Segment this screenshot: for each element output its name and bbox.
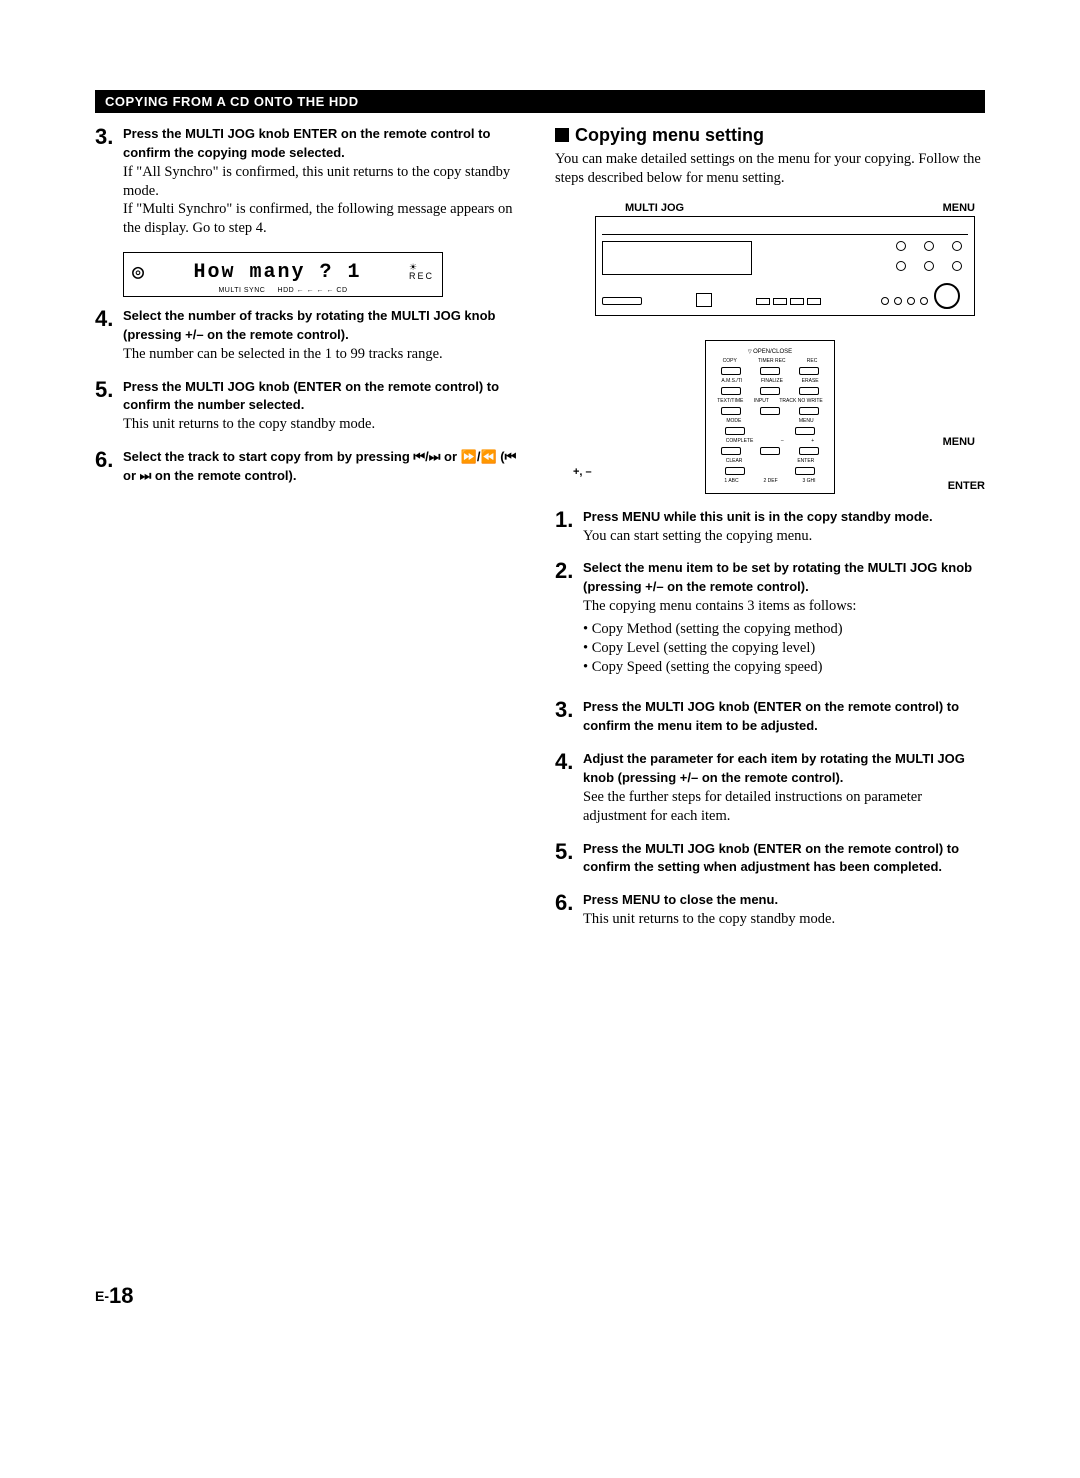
- step-number: 5.: [95, 378, 123, 435]
- section-header-bar: COPYING FROM A CD ONTO THE HDD: [95, 90, 985, 113]
- r-step-5: 5. Press the MULTI JOG knob (ENTER on th…: [555, 840, 985, 878]
- step-body-text: If "All Synchro" is confirmed, this unit…: [123, 164, 513, 237]
- remote-diagram: ▽ OPEN/CLOSE COPYTIMER RECREC A.M.S./TIF…: [705, 340, 835, 494]
- bullet-item: Copy Speed (setting the copying speed): [583, 658, 985, 677]
- page-prefix: E-: [95, 1288, 109, 1304]
- bullet-item: Copy Method (setting the copying method): [583, 620, 985, 639]
- step-bold: Press the MULTI JOG knob ENTER on the re…: [123, 126, 490, 160]
- disc-icon: ◎: [132, 259, 146, 285]
- step-4: 4. Select the number of tracks by rotati…: [95, 307, 525, 364]
- step-bold: Press the MULTI JOG knob (ENTER on the r…: [123, 379, 499, 413]
- step-number: 3.: [555, 698, 583, 736]
- step-6: 6. Select the track to start copy from b…: [95, 448, 525, 486]
- display-main: How many ? 1: [194, 261, 362, 284]
- step-number: 2.: [555, 559, 583, 684]
- left-column: 3. Press the MULTI JOG knob ENTER on the…: [95, 125, 525, 943]
- step-bold: Press MENU to close the menu.: [583, 892, 778, 907]
- label-plusminus: +, –: [573, 466, 592, 478]
- step-body-text: The number can be selected in the 1 to 9…: [123, 346, 443, 362]
- step-body-text: You can start setting the copying menu.: [583, 528, 812, 544]
- label-enter: ENTER: [948, 480, 985, 492]
- right-column: Copying menu setting You can make detail…: [555, 125, 985, 943]
- device-diagram: [595, 216, 975, 316]
- step-bold: Press the MULTI JOG knob (ENTER on the r…: [583, 699, 959, 733]
- label-multi-jog: MULTI JOG: [625, 202, 684, 214]
- step-body-text: This unit returns to the copy standby mo…: [583, 911, 835, 927]
- step-body-text: The copying menu contains 3 items as fol…: [583, 598, 856, 614]
- step-number: 3.: [95, 125, 123, 238]
- display-sub: MULTI SYNC: [218, 287, 265, 294]
- r-step-1: 1. Press MENU while this unit is in the …: [555, 508, 985, 546]
- display-sub2: HDD ← ← ← ← CD: [278, 287, 348, 294]
- step-5: 5. Press the MULTI JOG knob (ENTER on th…: [95, 378, 525, 435]
- two-column-layout: 3. Press the MULTI JOG knob ENTER on the…: [95, 125, 985, 943]
- remote-diagram-wrap: +, – MENU ENTER ▽ OPEN/CLOSE COPYTIMER R…: [555, 340, 985, 494]
- label-menu: MENU: [943, 202, 975, 214]
- step-bold: Adjust the parameter for each item by ro…: [583, 751, 965, 785]
- step-bold: Press MENU while this unit is in the cop…: [583, 509, 933, 524]
- step-number: 6.: [95, 448, 123, 486]
- step-bold: Select the menu item to be set by rotati…: [583, 560, 972, 594]
- lcd-display: ◎ How many ? 1 ☀REC MULTI SYNC HDD ← ← ←…: [123, 252, 443, 297]
- r-step-3: 3. Press the MULTI JOG knob (ENTER on th…: [555, 698, 985, 736]
- section-intro: You can make detailed settings on the me…: [555, 150, 985, 188]
- step-bold: Select the track to start copy from by p…: [123, 449, 516, 483]
- step-number: 5.: [555, 840, 583, 878]
- r-step-4: 4. Adjust the parameter for each item by…: [555, 750, 985, 825]
- section-title: Copying menu setting: [555, 125, 985, 146]
- page-number: E-18: [95, 1283, 985, 1309]
- step-body-text: See the further steps for detailed instr…: [583, 789, 922, 824]
- step-body-text: This unit returns to the copy standby mo…: [123, 416, 375, 432]
- step-bold: Press the MULTI JOG knob (ENTER on the r…: [583, 841, 959, 875]
- step-number: 4.: [95, 307, 123, 364]
- page-num-value: 18: [109, 1283, 133, 1308]
- r-step-2: 2. Select the menu item to be set by rot…: [555, 559, 985, 684]
- step-3: 3. Press the MULTI JOG knob ENTER on the…: [95, 125, 525, 238]
- step-number: 6.: [555, 891, 583, 929]
- step-number: 1.: [555, 508, 583, 546]
- step-bold: Select the number of tracks by rotating …: [123, 308, 495, 342]
- rec-indicator: REC: [409, 271, 434, 281]
- step-number: 4.: [555, 750, 583, 825]
- r-step-6: 6. Press MENU to close the menu. This un…: [555, 891, 985, 929]
- label-menu-remote: MENU: [943, 436, 975, 448]
- bullet-item: Copy Level (setting the copying level): [583, 639, 985, 658]
